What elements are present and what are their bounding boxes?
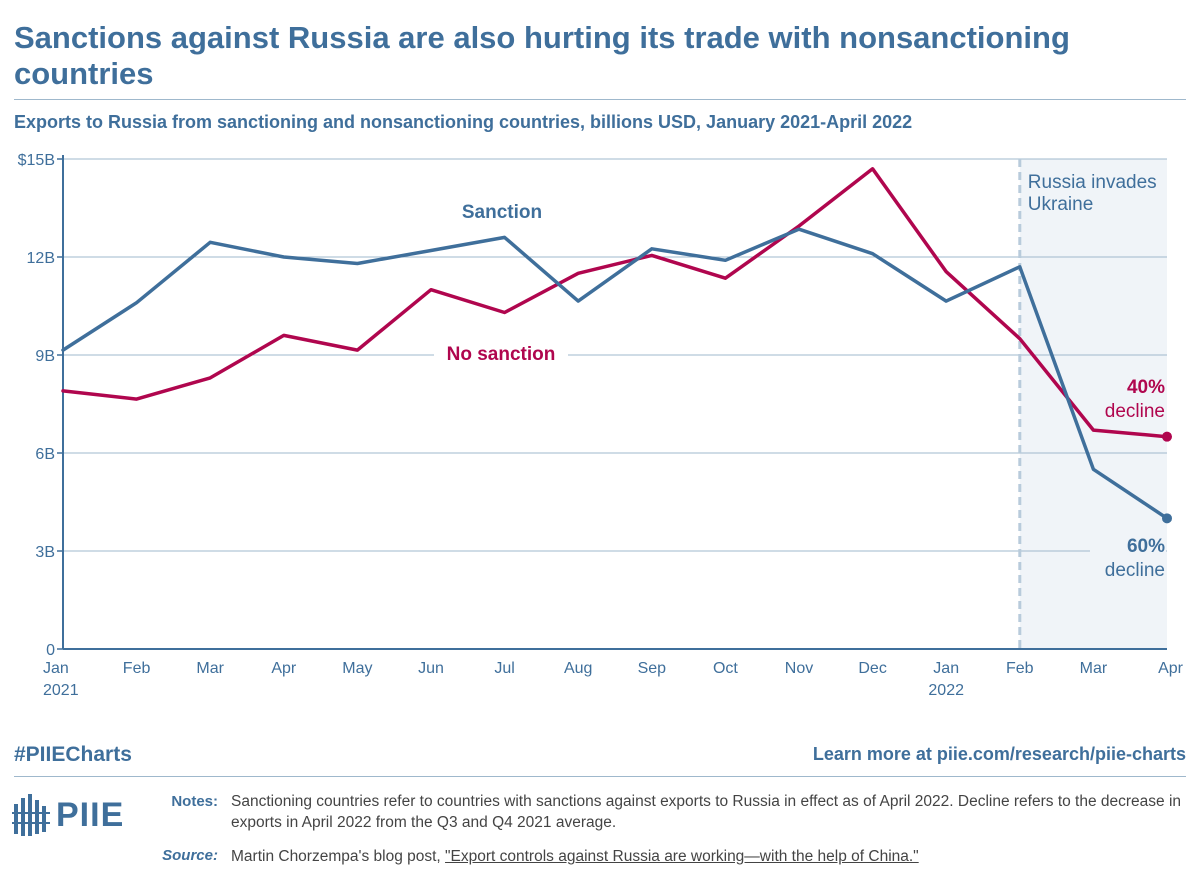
series-end-point	[1162, 431, 1172, 442]
y-tick-label: $15B	[18, 152, 55, 169]
x-tick-label: May	[342, 660, 372, 677]
no-sanction-decline-label: decline	[1105, 401, 1165, 422]
x-tick-label: Aug	[564, 660, 592, 677]
x-year-label: 2021	[43, 682, 79, 699]
x-tick-label: Jan	[933, 660, 959, 677]
piie-logo-text: PIIE	[56, 796, 125, 834]
learn-more-link[interactable]: Learn more at piie.com/research/piie-cha…	[812, 744, 1186, 764]
piie-logo-icon	[12, 794, 50, 836]
line-chart: 0 3B 6B 9B 12B $15B Jan 2021 Feb Mar Apr May Jun Jul A…	[18, 152, 1184, 699]
series-label-no-sanction: No sanction	[447, 344, 556, 365]
title-divider	[14, 99, 1186, 100]
source-text: Martin Chorzempa's blog post, "Export co…	[231, 846, 1191, 867]
source-prefix: Martin Chorzempa's blog post,	[231, 848, 446, 865]
footer-divider	[14, 776, 1186, 777]
x-tick-label: Jan	[43, 660, 69, 677]
sanction-decline-label: decline	[1105, 560, 1165, 581]
series-line-sanction	[61, 227, 1169, 521]
x-year-label: 2022	[928, 682, 964, 699]
series-label-sanction: Sanction	[462, 202, 542, 223]
y-tick-label: 3B	[35, 544, 55, 561]
decline-label-bg	[1090, 533, 1166, 581]
x-tick-label: Feb	[123, 660, 151, 677]
x-tick-label: Feb	[1006, 660, 1034, 677]
notes-text: Sanctioning countries refer to countries…	[231, 793, 1182, 831]
x-tick-label: Dec	[858, 660, 886, 677]
x-tick-label: Sep	[638, 660, 667, 677]
x-tick-label: Apr	[1158, 660, 1184, 677]
invasion-label-line2: Ukraine	[1028, 194, 1093, 215]
series-end-point	[1162, 513, 1172, 524]
y-tick-label: 12B	[27, 250, 55, 267]
x-tick-label: Jul	[494, 660, 514, 677]
chart-subtitle: Exports to Russia from sanctioning and n…	[14, 112, 913, 132]
y-tick-label: 9B	[35, 348, 55, 365]
x-tick-label: Jun	[418, 660, 444, 677]
x-tick-label: Apr	[271, 660, 297, 677]
x-tick-label: Nov	[785, 660, 813, 677]
sanction-decline-pct: 60%	[1127, 536, 1165, 557]
x-tick-label: Mar	[1080, 660, 1108, 677]
series-label-bg	[434, 338, 568, 368]
source-label: Source:	[162, 847, 218, 864]
y-tick-label: 0	[46, 642, 55, 659]
x-tick-label: Oct	[713, 660, 738, 677]
no-sanction-decline-pct: 40%	[1127, 377, 1165, 398]
series-line-no-sanction	[61, 167, 1169, 439]
x-tick-label: Mar	[196, 660, 224, 677]
source-link[interactable]: "Export controls against Russia are work…	[445, 848, 919, 865]
invasion-label-line1: Russia invades	[1028, 172, 1157, 193]
hashtag-label: #PIIECharts	[14, 743, 132, 766]
notes-label: Notes:	[171, 793, 218, 810]
y-tick-label: 6B	[35, 446, 55, 463]
chart-title: Sanctions against Russia are also hurtin…	[14, 20, 1070, 91]
